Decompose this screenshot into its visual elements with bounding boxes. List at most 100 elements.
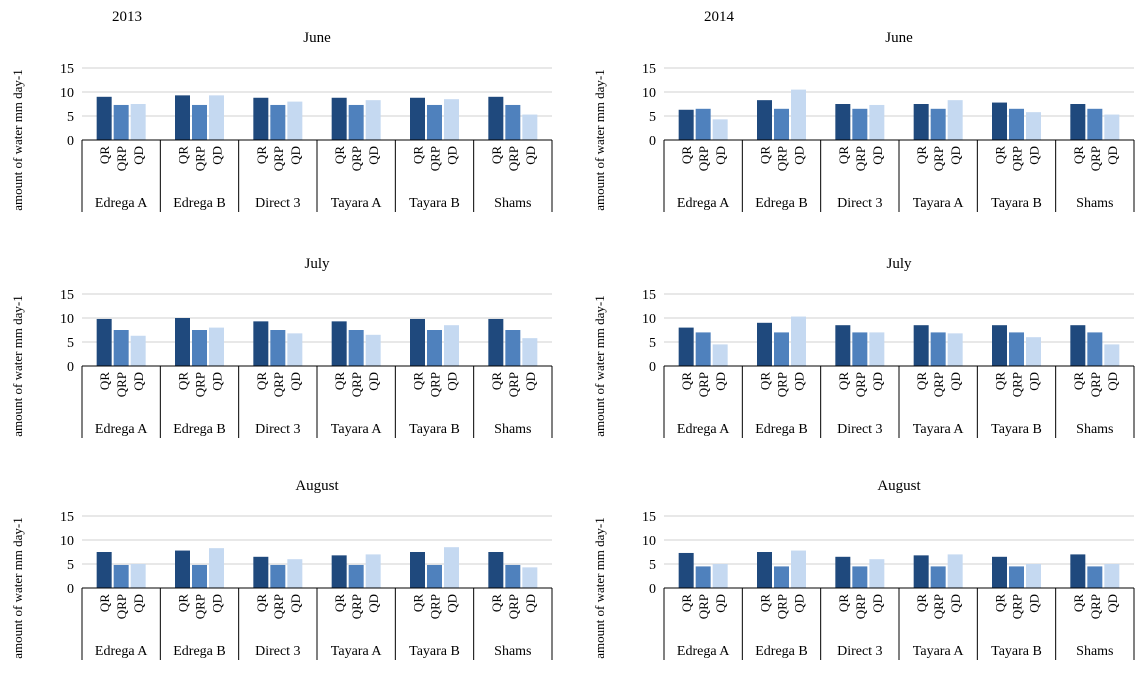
x-subcategory-label: QR — [411, 146, 426, 164]
x-subcategory-label: QR — [1071, 146, 1086, 164]
x-subcategory-label: QRP — [271, 372, 286, 397]
bar-qrp-tayara-a — [348, 104, 364, 140]
y-tick-label: 10 — [60, 534, 74, 549]
x-subcategory-label: QRP — [114, 372, 129, 397]
y-tick-label: 15 — [60, 62, 74, 77]
x-subcategory-label: QR — [254, 372, 269, 390]
x-subcategory-label: QD — [523, 146, 538, 165]
x-subcategory-label: QD — [210, 146, 225, 165]
bar-qr-edrega-a — [96, 96, 112, 140]
bar-qrp-direct-3 — [270, 330, 286, 366]
bar-qr-edrega-a — [678, 552, 694, 588]
bar-qrp-edrega-b — [192, 330, 207, 366]
x-subcategory-label: QRP — [1088, 146, 1103, 171]
x-category-label: Edrega B — [755, 196, 807, 211]
bar-qd-shams — [522, 567, 538, 588]
bar-qd-direct-3 — [287, 559, 303, 588]
x-subcategory-label: QRP — [931, 594, 946, 619]
y-tick-label: 5 — [649, 110, 656, 125]
y-axis-label: amount of water mm day-1 — [10, 295, 25, 437]
x-subcategory-label: QR — [993, 594, 1008, 612]
x-category-label: Tayara B — [991, 644, 1042, 659]
bar-qrp-edrega-b — [774, 566, 789, 588]
bar-qd-edrega-b — [209, 327, 224, 366]
bar-qrp-shams — [505, 104, 521, 140]
x-subcategory-label: QRP — [428, 594, 443, 619]
x-subcategory-label: QRP — [114, 146, 129, 171]
bar-qr-edrega-a — [96, 318, 112, 366]
x-subcategory-label: QD — [366, 372, 381, 391]
x-subcategory-label: QD — [713, 372, 728, 391]
x-subcategory-label: QR — [993, 146, 1008, 164]
x-subcategory-label: QR — [836, 372, 851, 390]
bar-qr-edrega-a — [678, 109, 694, 140]
y-tick-label: 10 — [60, 86, 74, 101]
x-subcategory-label: QRP — [1010, 594, 1025, 619]
y-tick-label: 10 — [642, 312, 656, 327]
bar-qr-tayara-a — [913, 555, 929, 588]
y-tick-label: 15 — [642, 62, 656, 77]
y-axis-label: amount of water mm day-1 — [592, 69, 607, 211]
x-subcategory-label: QRP — [349, 146, 364, 171]
x-category-label: Tayara A — [331, 422, 383, 437]
bar-qrp-direct-3 — [852, 332, 868, 366]
x-subcategory-label: QR — [176, 372, 191, 390]
bar-qrp-tayara-a — [348, 330, 364, 366]
bar-qrp-direct-3 — [852, 108, 868, 140]
x-category-label: Tayara A — [913, 196, 965, 211]
x-subcategory-label: QR — [332, 594, 347, 612]
x-subcategory-label: QD — [1105, 594, 1120, 613]
x-subcategory-label: QD — [523, 372, 538, 391]
x-category-label: Direct 3 — [255, 196, 300, 211]
y-axis-label: amount of water mm day-1 — [592, 295, 607, 437]
bar-qr-edrega-b — [175, 95, 190, 140]
x-subcategory-label: QRP — [775, 594, 790, 619]
bar-qr-tayara-a — [331, 555, 347, 588]
x-subcategory-label: QD — [445, 372, 460, 391]
bar-qrp-tayara-b — [427, 104, 442, 140]
x-subcategory-label: QRP — [1088, 372, 1103, 397]
x-subcategory-label: QRP — [931, 146, 946, 171]
bar-qr-shams — [488, 318, 504, 366]
x-subcategory-label: QD — [131, 146, 146, 165]
chart-title: June — [885, 30, 913, 46]
bar-qrp-shams — [1087, 566, 1103, 588]
bar-qd-tayara-b — [1026, 337, 1041, 366]
bar-qrp-edrega-b — [192, 104, 207, 140]
bar-qd-shams — [1104, 344, 1120, 366]
x-subcategory-label: QD — [948, 594, 963, 613]
bar-qd-direct-3 — [869, 559, 885, 588]
x-subcategory-label: QD — [288, 146, 303, 165]
x-category-label: Edrega B — [173, 196, 225, 211]
y-tick-label: 5 — [67, 558, 74, 573]
x-category-label: Tayara B — [409, 644, 460, 659]
bar-qr-tayara-b — [410, 318, 425, 366]
bar-qr-tayara-b — [410, 97, 425, 140]
bar-qrp-shams — [1087, 332, 1103, 366]
x-subcategory-label: QD — [870, 372, 885, 391]
bar-qr-direct-3 — [835, 556, 851, 588]
x-subcategory-label: QR — [914, 146, 929, 164]
x-subcategory-label: QRP — [696, 372, 711, 397]
chart-title: July — [304, 256, 330, 272]
bar-qd-tayara-a — [947, 333, 963, 366]
y-tick-label: 5 — [67, 336, 74, 351]
x-category-label: Shams — [494, 422, 531, 437]
x-subcategory-label: QRP — [1010, 372, 1025, 397]
x-subcategory-label: QRP — [853, 146, 868, 171]
x-subcategory-label: QRP — [775, 146, 790, 171]
y-tick-label: 15 — [60, 288, 74, 303]
x-subcategory-label: QD — [445, 594, 460, 613]
x-subcategory-label: QRP — [1010, 146, 1025, 171]
bar-qr-direct-3 — [835, 325, 851, 366]
chart-title: August — [295, 478, 339, 494]
bar-qd-shams — [522, 338, 538, 366]
year-label-2014: 2014 — [704, 9, 734, 25]
x-subcategory-label: QRP — [853, 372, 868, 397]
x-category-label: Shams — [494, 196, 531, 211]
x-subcategory-label: QD — [792, 372, 807, 391]
x-category-label: Edrega B — [173, 644, 225, 659]
x-category-label: Edrega B — [173, 422, 225, 437]
bar-qd-edrega-a — [130, 335, 146, 366]
